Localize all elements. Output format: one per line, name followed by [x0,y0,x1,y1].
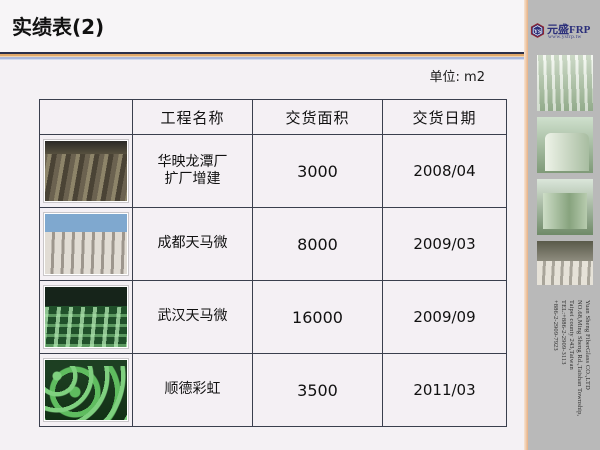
green-domes-array-photo [43,358,129,422]
slide-header: 实绩表(2) [0,0,525,52]
row-project-name: 顺德彩虹 [132,353,253,427]
divider-navy [0,52,525,54]
header-delivery-area: 交货面积 [252,99,383,135]
row-delivery-date: 2009/03 [382,207,507,281]
brand-name: 元盛FRP [547,24,591,36]
company-phone-2: +886-2-2909-7923 [552,300,559,351]
row-delivery-area: 16000 [252,280,383,354]
brand-logo: YS 元盛FRP www.ysfrp.tw [530,22,596,44]
ys-hexagon-icon: YS [530,23,545,38]
company-contact-block: Yuan Sheng FiberGlass CO.,LTD NO.68,Ming… [528,300,600,450]
header-delivery-date: 交货日期 [382,99,507,135]
construction-site-panels-photo [43,212,129,276]
divider-blue-light [0,59,525,60]
row-photo-cell [39,134,133,208]
table-row: 武汉天马微 16000 2009/09 [39,280,507,354]
performance-table-wrapper: 工程名称 交货面积 交货日期 华映龙潭厂 扩厂增建 3000 2008/04 [39,99,507,427]
project-name-line1: 华映龙潭厂 [157,153,228,170]
row-project-name: 成都天马微 [132,207,253,281]
table-row: 顺德彩虹 3500 2011/03 [39,353,507,427]
row-project-name: 华映龙潭厂 扩厂增建 [132,134,253,208]
row-project-name: 武汉天马微 [132,280,253,354]
project-name-line2: 扩厂增建 [164,171,221,187]
brand-url: www.ysfrp.tw [548,34,582,40]
row-delivery-date: 2008/04 [382,134,507,208]
page-title: 实绩表(2) [12,15,105,39]
performance-table: 工程名称 交货面积 交货日期 华映龙潭厂 扩厂增建 3000 2008/04 [39,99,507,427]
green-floor-cleanroom-photo [43,285,129,349]
row-photo-cell [39,280,133,354]
table-header-row: 工程名称 交货面积 交货日期 [39,99,507,135]
row-delivery-area: 3000 [252,134,383,208]
company-address-line1: NO.68,Ming Sheng Rd.,Taishan Township, [576,300,583,417]
row-delivery-area: 8000 [252,207,383,281]
unit-note: 单位: m2 [429,70,485,85]
divider-blue [0,57,525,59]
frp-hall-floor-photo [537,241,593,285]
divider-gold [0,54,525,56]
rail-accent-edge [524,0,528,450]
company-phone-1: TEL:+886-2-2909-3113 [560,300,567,365]
header-project-name: 工程名称 [132,99,253,135]
rebar-formwork-photo [43,139,129,203]
frp-ceiling-structure-photo [537,55,593,111]
frp-tanks-outdoor-photo [537,179,593,235]
table-row: 华映龙潭厂 扩厂增建 3000 2008/04 [39,134,507,208]
row-delivery-date: 2011/03 [382,353,507,427]
sidebar-rail: Yuan Sheng FiberGlass CO.,LTD NO.68,Ming… [528,0,600,450]
svg-text:YS: YS [534,29,541,35]
row-delivery-area: 3500 [252,353,383,427]
header-photo-col [39,99,133,135]
frp-tank-interior-photo [537,117,593,173]
divider-gold-light [0,56,525,57]
row-photo-cell [39,353,133,427]
company-address-line2: Taipei county 243,Taiwan [568,300,575,370]
row-delivery-date: 2009/09 [382,280,507,354]
table-row: 成都天马微 8000 2009/03 [39,207,507,281]
company-name: Yuan Sheng FiberGlass CO.,LTD [584,300,591,390]
row-photo-cell [39,207,133,281]
